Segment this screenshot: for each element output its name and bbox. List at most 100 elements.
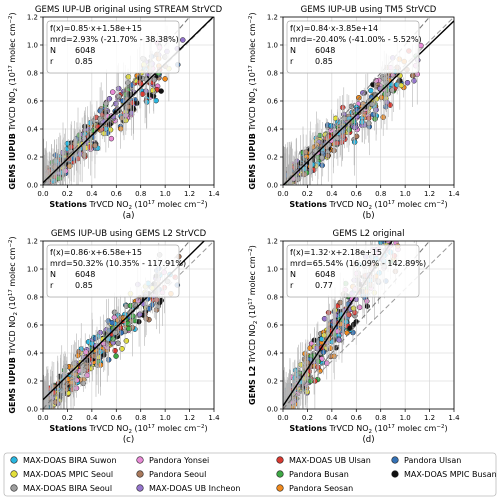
legend-item: Pandora Ulsan — [391, 456, 461, 465]
legend-label: MAX-DOAS UB Ulsan — [289, 456, 371, 465]
x-tick-label: 0.0 — [277, 414, 288, 422]
y-tick-label: 0.0 — [27, 182, 38, 190]
y-tick-label: 0.8 — [27, 70, 38, 78]
x-tick-label: 1.0 — [160, 414, 171, 422]
r-value: 0.77 — [315, 281, 333, 290]
y-tick-label: 0.8 — [267, 294, 278, 302]
y-tick-label: 0.2 — [27, 378, 38, 386]
data-point — [109, 89, 116, 95]
x-tick-label: 1.4 — [208, 414, 220, 422]
mrd-value: mrd=50.32% (10.35% - 117.91%) — [50, 259, 186, 268]
legend-marker — [391, 470, 399, 478]
x-axis-label: Stations TrVCD NO2 (1017 molec cm−2) — [49, 200, 207, 211]
x-tick-label: 0.4 — [86, 190, 98, 198]
panel-title: GEMS IUP-UB using GEMS L2 StrVCD — [51, 229, 207, 239]
y-tick-label: 0.0 — [267, 182, 278, 190]
y-tick-label: 0.6 — [27, 98, 39, 106]
data-point — [113, 353, 119, 359]
x-tick-label: 0.6 — [111, 190, 123, 198]
x-tick-label: 1.4 — [208, 190, 220, 198]
scatter-panel-c: 0.0 0.2 0.4 0.6 0.8 1.0 1.2 1.4 0.0 0.2 0.4 0.6 0.8 1… — [8, 229, 220, 445]
data-point — [123, 338, 130, 344]
fit-equation: f(x)=0.86·x+6.58e+15 — [50, 248, 142, 257]
legend-label: MAX-DOAS MPIC Seoul — [23, 470, 113, 479]
data-point — [112, 100, 119, 107]
data-point — [391, 218, 396, 223]
x-tick-label: 0.0 — [277, 190, 288, 198]
y-tick-label: 0.4 — [27, 126, 39, 134]
y-tick-label: 0.6 — [27, 322, 39, 330]
y-tick-label: 1.2 — [267, 14, 278, 22]
legend-item: MAX-DOAS UB Ulsan — [276, 456, 371, 465]
stats-box — [46, 20, 180, 74]
legend-marker — [276, 456, 284, 464]
legend-item: Pandora Busan — [276, 470, 349, 479]
x-tick-label: 0.2 — [62, 414, 73, 422]
data-point — [319, 162, 325, 169]
r-value: 0.85 — [75, 57, 93, 66]
data-point — [162, 76, 168, 82]
x-tick-label: 0.4 — [326, 414, 338, 422]
legend-marker — [136, 456, 144, 464]
x-tick-label: 1.2 — [424, 190, 435, 198]
y-tick-label: 1.0 — [267, 266, 278, 274]
data-point — [112, 347, 118, 354]
data-point — [340, 133, 346, 140]
x-tick-label: 0.6 — [111, 414, 123, 422]
x-tick-label: 0.8 — [375, 414, 386, 422]
panel-title: GEMS IUP-UB original using STREAM StrVCD — [35, 5, 223, 15]
legend-label: MAX-DOAS BIRA Suwon — [23, 456, 117, 465]
legend-label: Pandora Ulsan — [404, 456, 461, 465]
legend-marker — [276, 484, 284, 492]
legend-label: Pandora Seosan — [289, 484, 353, 493]
data-point — [151, 77, 158, 83]
data-point — [106, 95, 113, 102]
data-point — [398, 82, 404, 89]
data-point — [404, 234, 409, 239]
data-point — [384, 223, 389, 228]
n-value: 6048 — [315, 270, 335, 279]
legend-marker — [10, 484, 18, 492]
data-point — [393, 214, 398, 219]
data-point — [393, 223, 398, 228]
x-axis-label: Stations TrVCD NO2 (1017 molec cm−2) — [49, 424, 207, 435]
legend-item: Pandora Seoul — [136, 470, 206, 479]
n-value: 6048 — [75, 270, 95, 279]
data-point — [389, 212, 394, 217]
data-point — [158, 88, 164, 94]
legend-label: MAX-DOAS BIRA Seoul — [23, 484, 112, 493]
panel-letter: (c) — [123, 435, 134, 445]
x-tick-label: 1.0 — [160, 190, 171, 198]
x-tick-label: 0.2 — [302, 190, 313, 198]
scatter-panel-d: 0.0 0.2 0.4 0.6 0.8 1.0 1.2 1.4 0.0 0.2 0.4 0.6 0.8 1… — [248, 212, 460, 445]
y-tick-label: 0.8 — [27, 294, 38, 302]
x-axis-label: Stations TrVCD NO2 (1017 molec cm−2) — [289, 424, 447, 435]
stats-box — [286, 244, 420, 298]
data-point — [368, 87, 374, 94]
data-point — [347, 325, 353, 331]
y-tick-label: 1.2 — [27, 14, 38, 22]
data-point — [369, 101, 375, 107]
legend-item: Pandora Yonsei — [136, 456, 209, 465]
legend-item: MAX-DOAS MPIC Seoul — [10, 470, 113, 479]
data-point — [350, 305, 357, 312]
data-point — [331, 147, 337, 154]
x-tick-label: 1.2 — [184, 190, 195, 198]
fit-equation: f(x)=0.84·x-3.85e+14 — [290, 24, 378, 33]
data-point — [179, 37, 186, 43]
y-axis-label: GEMS L2 TrVCD NO2 (1017 molec cm−2) — [248, 245, 259, 405]
legend-label: MAX-DOAS UB Incheon — [149, 484, 240, 493]
legend-label: Pandora Yonsei — [149, 456, 209, 465]
legend-label: MAX-DOAS MPIC Busan — [404, 470, 497, 479]
y-tick-label: 0.2 — [267, 378, 278, 386]
x-tick-label: 0.0 — [37, 414, 48, 422]
data-point — [153, 97, 159, 104]
data-point — [412, 221, 417, 226]
y-tick-label: 0.2 — [267, 154, 278, 162]
x-axis-label: Stations TrVCD NO2 (1017 molec cm−2) — [289, 200, 447, 211]
legend-item: Pandora Seosan — [276, 484, 353, 493]
r-label: r — [50, 281, 54, 290]
data-point — [135, 297, 141, 304]
y-tick-label: 1.2 — [27, 238, 38, 246]
